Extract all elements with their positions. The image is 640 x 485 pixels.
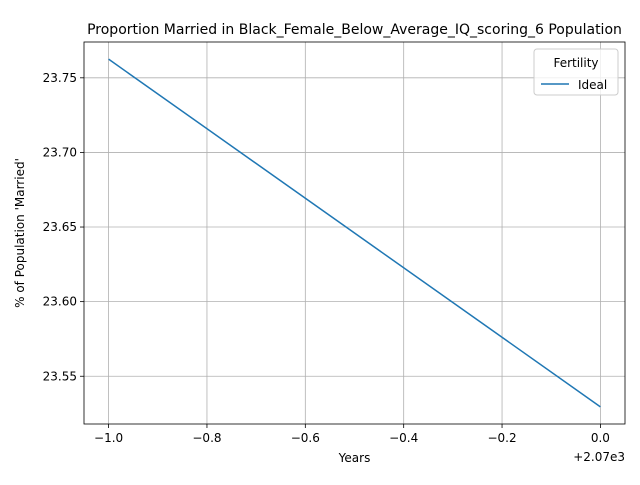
x-tick-label: 0.0	[591, 431, 610, 445]
x-tick-label: −0.4	[389, 431, 418, 445]
x-axis-label: Years	[338, 451, 371, 465]
y-tick-label: 23.65	[43, 220, 77, 234]
chart-title: Proportion Married in Black_Female_Below…	[87, 22, 622, 38]
y-tick-label: 23.75	[43, 71, 77, 85]
x-tick-label: −1.0	[94, 431, 123, 445]
x-tick-label: −0.2	[487, 431, 516, 445]
legend-title: Fertility	[553, 56, 598, 70]
y-tick-label: 23.55	[43, 369, 77, 383]
legend: Fertility Ideal	[534, 49, 618, 95]
y-axis-label: % of Population 'Married'	[13, 158, 27, 308]
y-tick-label: 23.60	[43, 295, 77, 309]
x-tick-label: −0.8	[192, 431, 221, 445]
x-tick-label: −0.6	[291, 431, 320, 445]
legend-label-ideal: Ideal	[578, 78, 607, 92]
x-axis-offset-text: +2.07e3	[573, 450, 625, 464]
y-tick-label: 23.70	[43, 145, 77, 159]
